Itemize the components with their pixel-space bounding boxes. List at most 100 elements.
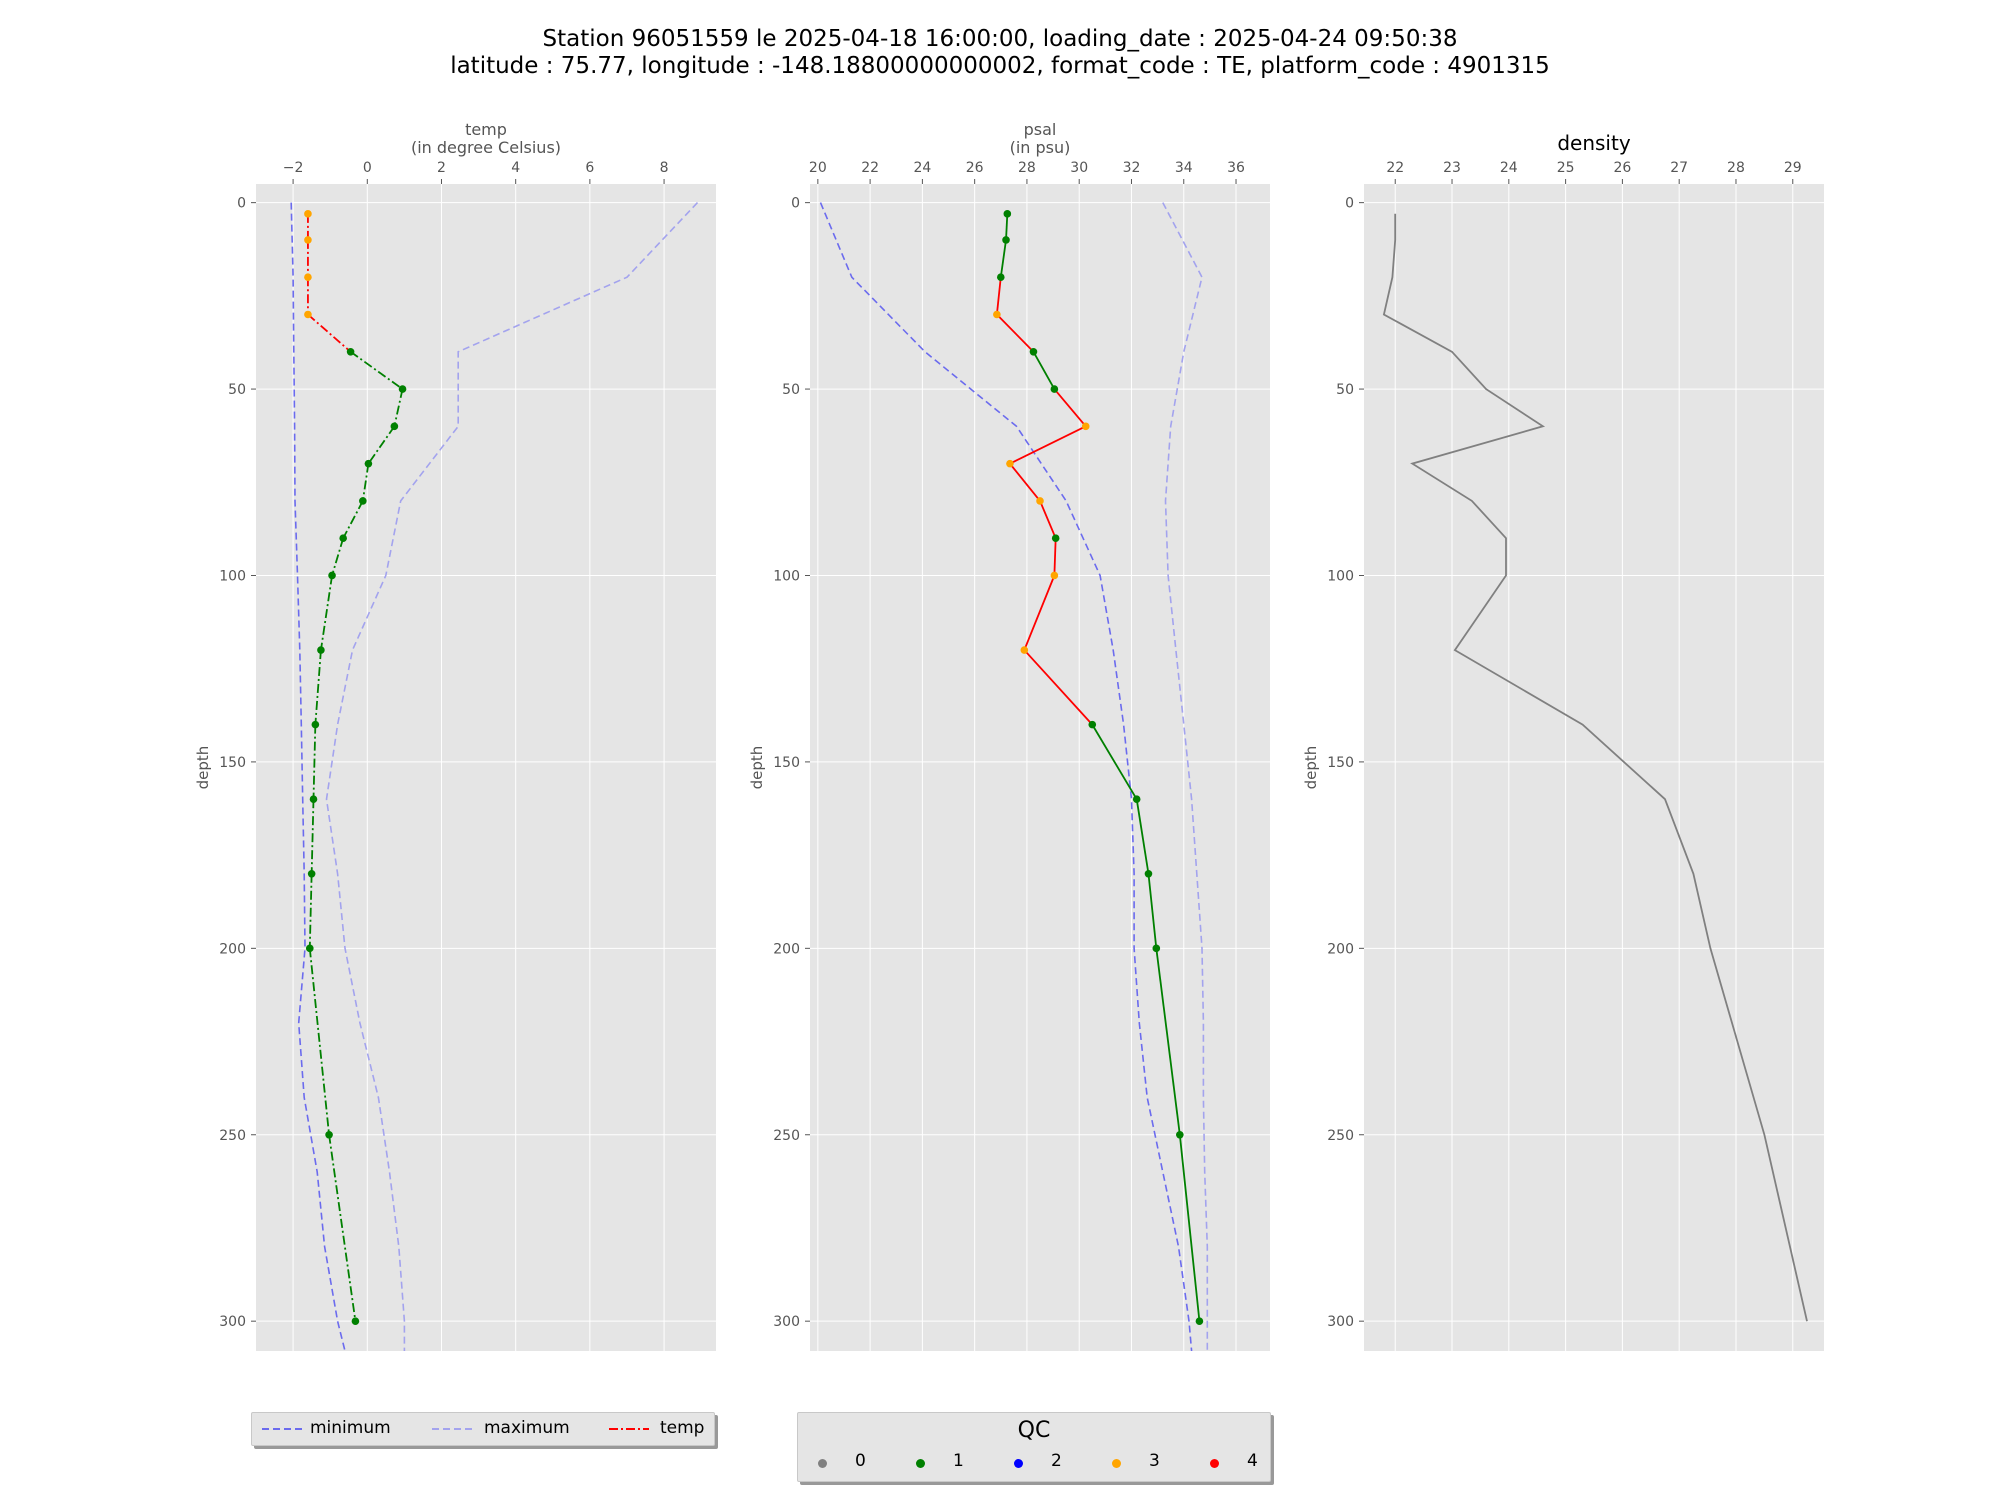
psal-data-point [1051, 534, 1060, 543]
minimum-legend-swatch [262, 1428, 302, 1430]
psal-data-point [1088, 720, 1097, 729]
psal-data-point [1029, 347, 1038, 356]
density-xtick-label: 25 [1557, 160, 1575, 176]
temp-data-point [398, 385, 407, 393]
temp-profile-segment [350, 351, 404, 390]
maximum-legend-swatch [432, 1428, 472, 1430]
temp-ytick-label: 250 [219, 1128, 246, 1144]
temp-data-point [304, 236, 312, 244]
psal-data-point [1003, 210, 1012, 218]
psal-data-point [1050, 571, 1059, 580]
density-ytick-label: 50 [1336, 382, 1354, 398]
qc-legend: QC 0 1 2 3 4 [797, 1412, 1271, 1482]
temp-axis-title: temp [465, 120, 507, 139]
temp-data-point [304, 310, 312, 319]
qc-4-marker [1210, 1459, 1219, 1468]
temp-profile-segment [308, 948, 330, 1135]
psal-profile-segment [1023, 649, 1093, 726]
density-ytick-label: 100 [1327, 568, 1354, 584]
density-plot-area [1364, 184, 1824, 1351]
psal-xtick-label: 24 [913, 160, 931, 176]
temp-profile-segment [367, 425, 396, 465]
psal-ytick-label: 150 [773, 755, 800, 771]
psal-data-point [1050, 385, 1059, 393]
psal-data-point [1152, 944, 1161, 953]
psal-xtick-label: 34 [1175, 160, 1193, 176]
temp-profile-segment [307, 313, 352, 353]
psal-data-layer [819, 202, 1209, 1351]
qc-2-label: 2 [1051, 1451, 1062, 1471]
density-xtick-label: 26 [1613, 160, 1631, 176]
density-xtick-label: 29 [1784, 160, 1802, 176]
psal-axis-unit: (in psu) [1010, 138, 1071, 157]
psal-profile-segment [996, 313, 1035, 353]
temp-ytick-label: 300 [219, 1314, 246, 1330]
temp-data-point [325, 1130, 333, 1139]
temp-data-point [311, 720, 320, 729]
psal-ytick-label: 300 [773, 1314, 800, 1330]
psal-data-point [1144, 869, 1153, 878]
temp-profile-segment [308, 873, 313, 949]
temp-ytick-label: 0 [237, 196, 246, 212]
figure-title-line-2: latitude : 75.77, longitude : -148.18800… [450, 53, 1550, 79]
psal-profile-segment [1032, 351, 1056, 390]
psal-xtick-label: 26 [966, 160, 984, 176]
temp-data-point [364, 459, 373, 468]
temp-profile-segment [314, 649, 322, 725]
temp-xtick-label: 8 [660, 160, 669, 176]
psal-xtick-label: 32 [1123, 160, 1141, 176]
psal-profile-segment [995, 277, 1002, 315]
psal-plot-area [810, 184, 1270, 1351]
temp-ytick-label: 50 [228, 382, 246, 398]
psal-maximum-line [1162, 202, 1209, 1351]
line-legend: minimum maximum temp [251, 1412, 715, 1446]
minimum-legend-label: minimum [310, 1418, 391, 1438]
psal-ytick-label: 250 [773, 1128, 800, 1144]
psal-profile-segment [1091, 724, 1138, 800]
density-xtick-label: 24 [1500, 160, 1518, 176]
temp-xtick-label: 4 [511, 160, 520, 176]
figure-title-line-1: Station 96051559 le 2025-04-18 16:00:00,… [542, 26, 1458, 52]
temp-data-point [309, 795, 318, 803]
qc-0-marker [818, 1459, 827, 1468]
psal-profile-segment [1053, 388, 1087, 427]
density-xtick-label: 28 [1727, 160, 1745, 176]
temp-legend-label: temp [660, 1418, 705, 1438]
temp-plot-area [256, 184, 716, 1351]
temp-maximum-line [325, 202, 699, 1351]
density-ytick-label: 0 [1345, 196, 1354, 212]
temp-xtick-label: 6 [585, 160, 594, 176]
temp-data-point [346, 347, 355, 356]
psal-data-point [1195, 1317, 1204, 1325]
density-ytick-label: 300 [1327, 1314, 1354, 1330]
psal-profile-segment [1053, 538, 1057, 576]
temp-data-point [339, 534, 347, 543]
psal-ytick-label: 100 [773, 568, 800, 584]
temp-minimum-line [290, 202, 346, 1351]
psal-data-point [1036, 497, 1044, 505]
psal-ytick-label: 0 [791, 196, 800, 212]
psal-profile-segment [1039, 500, 1057, 539]
psal-panel: 20 22 24 26 28 30 32 34 36 0 50 100 150 200 250 300 dept… [748, 120, 1270, 1351]
psal-ytick-label: 200 [773, 941, 800, 957]
maximum-legend-label: maximum [484, 1418, 570, 1438]
temp-panel: −2 0 2 4 6 8 0 50 100 150 200 250 300 depth temp(in de… [194, 120, 716, 1351]
psal-profile-segment [1135, 799, 1150, 874]
qc-legend-title: QC [1017, 1418, 1051, 1443]
psal-xtick-label: 20 [809, 160, 827, 176]
temp-profile-segment [328, 1134, 357, 1322]
density-xtick-label: 22 [1386, 160, 1404, 176]
qc-2-marker [1014, 1459, 1023, 1468]
temp-data-point [304, 273, 312, 282]
psal-ylabel: depth [748, 746, 766, 790]
temp-profile-segment [320, 575, 333, 651]
qc-3-marker [1112, 1459, 1121, 1468]
temp-profile-segment [361, 463, 370, 502]
density-xtick-label: 23 [1443, 160, 1461, 176]
psal-xtick-label: 36 [1227, 160, 1245, 176]
qc-4-label: 4 [1247, 1451, 1258, 1471]
temp-profile-segment [393, 388, 404, 427]
psal-profile-segment [999, 239, 1007, 278]
qc-1-marker [916, 1459, 925, 1468]
density-panel: 22 23 24 25 26 27 28 29 0 50 100 150 200 250 300 depth d… [1302, 131, 1824, 1351]
